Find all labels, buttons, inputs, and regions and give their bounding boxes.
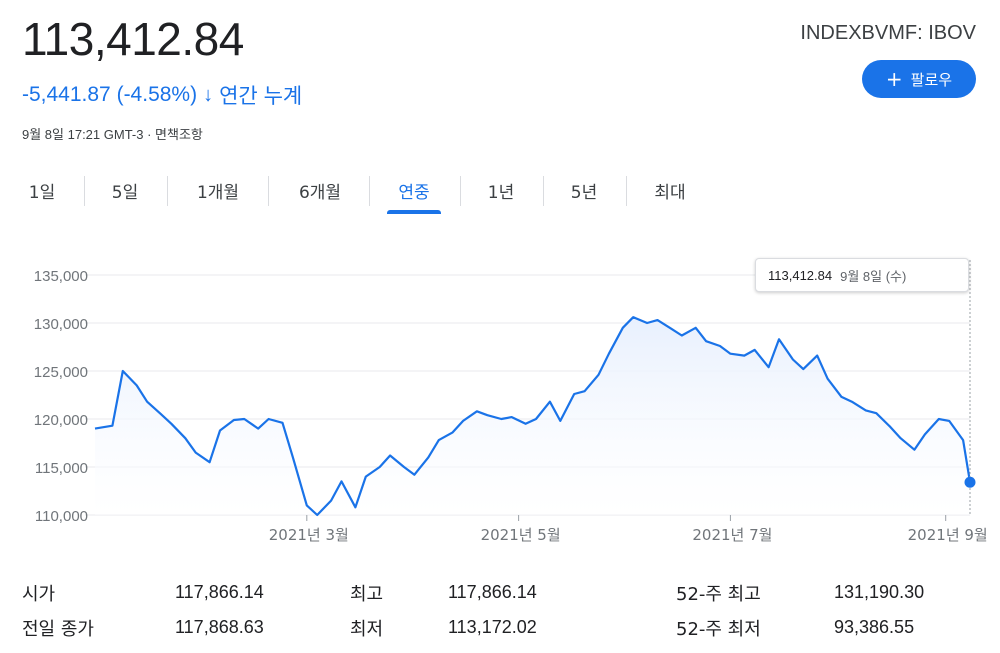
tab-6m[interactable]: 6개월 — [292, 168, 348, 214]
stat-52w-low-label: 52-주 최저 — [676, 619, 761, 640]
y-tick-label: 110,000 — [35, 508, 88, 525]
stat-low-label: 최저 — [350, 619, 384, 640]
x-tick-label: 2021년 7월 — [692, 526, 772, 544]
tab-1y[interactable]: 1년 — [483, 168, 519, 214]
follow-button[interactable]: + 팔로우 — [862, 60, 976, 98]
stat-52w-low-value: 93,386.55 — [834, 617, 915, 637]
tab-divider — [460, 176, 461, 206]
tab-5d[interactable]: 5일 — [107, 168, 143, 214]
price-line — [94, 316, 972, 517]
stat-high-label: 최고 — [350, 584, 384, 605]
timestamp-disclaimer[interactable]: 9월 8일 17:21 GMT-3 · 면책조항 — [22, 127, 203, 142]
tab-divider — [84, 176, 85, 206]
stat-open-value: 117,866.14 — [175, 582, 264, 602]
price-area — [95, 317, 970, 515]
tab-label: 5년 — [570, 183, 598, 203]
last-point-marker — [964, 476, 976, 488]
stat-open-label: 시가 — [22, 584, 56, 605]
change-value: -5,441.87 (-4.58%) — [22, 83, 198, 106]
tab-5y[interactable]: 5년 — [566, 168, 602, 214]
tab-label: 1일 — [28, 183, 56, 203]
chart-tooltip: 113,412.84 9월 8일 (수) — [755, 258, 969, 292]
tab-1m[interactable]: 1개월 — [190, 168, 246, 214]
current-price: 113,412.84 — [22, 13, 244, 65]
tab-label: 1년 — [487, 183, 515, 203]
stat-52w-high-value: 131,190.30 — [834, 582, 925, 602]
plus-icon: + — [885, 67, 903, 91]
x-tick-label: 2021년 5월 — [481, 526, 561, 544]
tab-divider — [167, 176, 168, 206]
price-chart[interactable]: 135,000 130,000 125,000 120,000 115,000 110,0… — [0, 240, 1000, 560]
stat-low-value: 113,172.02 — [448, 617, 537, 637]
tab-label: 최대 — [654, 183, 686, 203]
tab-max[interactable]: 최대 — [650, 168, 690, 214]
tab-label: 6개월 — [298, 183, 342, 203]
stat-high-value: 117,866.14 — [448, 582, 537, 602]
tab-divider — [369, 176, 370, 206]
x-tick-label: 2021년 9월 — [908, 526, 988, 544]
y-tick-label: 115,000 — [35, 460, 88, 477]
y-tick-label: 130,000 — [34, 316, 88, 333]
down-arrow-icon: ↓ — [203, 83, 214, 106]
tooltip-date: 9월 8일 (수) — [840, 268, 907, 284]
tab-divider — [543, 176, 544, 206]
tab-label: 연중 — [398, 183, 430, 203]
tab-ytd[interactable]: 연중 — [387, 168, 441, 214]
stat-prev-close-label: 전일 종가 — [22, 619, 94, 640]
stat-52w-high-label: 52-주 최고 — [676, 584, 761, 605]
x-tick-label: 2021년 3월 — [269, 526, 349, 544]
y-tick-label: 135,000 — [34, 268, 88, 285]
tab-1d[interactable]: 1일 — [24, 168, 60, 214]
tab-divider — [626, 176, 627, 206]
tab-divider — [268, 176, 269, 206]
tooltip-value: 113,412.84 — [768, 267, 833, 283]
y-tick-label: 125,000 — [34, 364, 88, 381]
price-change: -5,441.87 (-4.58%) ↓ 연간 누계 — [22, 80, 302, 110]
tab-label: 1개월 — [196, 183, 240, 203]
stats-table: 시가 117,866.14 전일 종가 117,868.63 최고 117,86… — [0, 570, 1000, 650]
price-chart-svg[interactable]: 135,000 130,000 125,000 120,000 115,000 110,0… — [0, 240, 1000, 560]
follow-button-label: 팔로우 — [910, 70, 953, 89]
y-tick-label: 120,000 — [34, 412, 88, 429]
range-tabs: 1일 5일 1개월 6개월 연중 1년 5년 최대 — [0, 168, 720, 214]
stat-prev-close-value: 117,868.63 — [175, 617, 264, 637]
ticker-symbol: INDEXBVMF: IBOV — [800, 22, 976, 44]
change-period: 연간 누계 — [219, 85, 303, 108]
tab-label: 5일 — [111, 183, 139, 203]
